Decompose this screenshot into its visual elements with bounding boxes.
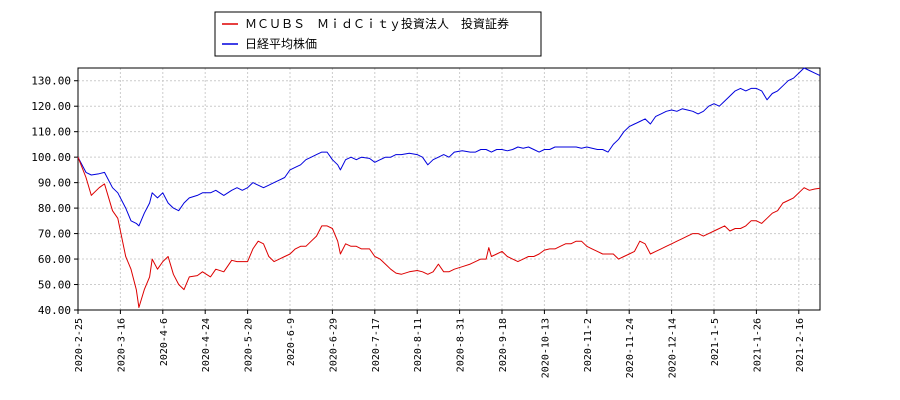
series-line-1 [77,67,821,227]
x-tick-label: 2021-2-16 [795,318,806,372]
x-tick-label: 2021-1-5 [710,318,721,366]
y-tick-label: 120.00 [31,100,71,113]
x-tick-label: 2020-11-24 [625,318,636,378]
y-tick-label: 60.00 [38,253,71,266]
x-tick-label: 2020-8-31 [456,318,467,372]
x-tick-label: 2020-5-20 [244,318,255,372]
x-tick-label: 2020-6-29 [328,318,339,372]
series-line-0 [77,157,821,308]
x-tick-label: 2020-12-14 [668,318,679,378]
x-axis: 2020-2-25 2020-3-16 2020-4-6 2020-4-24 2020-… [74,310,806,378]
x-tick-label: 2020-10-13 [540,318,551,378]
x-tick-label: 2021-1-26 [752,318,763,372]
y-axis: 40.00 50.00 60.00 70.00 80.00 90.00 100.00 110.… [31,75,78,317]
gridlines [77,68,820,311]
x-tick-label: 2020-9-18 [498,318,509,372]
y-tick-label: 50.00 [38,279,71,292]
x-tick-label: 2020-11-2 [583,318,594,372]
legend-label-0: ＭＣＵＢＳ ＭｉｄＣｉｔｙ投資法人 投資証券 [245,16,509,31]
y-tick-label: 110.00 [31,126,71,139]
legend-label-1: 日経平均株価 [245,36,317,51]
legend-box [214,11,542,57]
legend: ＭＣＵＢＳ ＭｉｄＣｉｔｙ投資法人 投資証券 日経平均株価 [214,11,542,57]
plot-area-border [77,67,821,311]
series-lines [77,67,821,308]
y-tick-label: 100.00 [31,151,71,164]
x-tick-label: 2020-2-25 [74,318,85,372]
y-tick-label: 70.00 [38,228,71,241]
x-tick-label: 2020-7-17 [371,318,382,372]
y-tick-label: 130.00 [31,75,71,88]
y-tick-label: 80.00 [38,202,71,215]
x-tick-label: 2020-8-11 [413,318,424,372]
x-tick-label: 2020-3-16 [116,318,127,372]
y-tick-label: 90.00 [38,177,71,190]
y-tick-label: 40.00 [38,304,71,317]
x-tick-label: 2020-4-24 [201,318,212,372]
x-tick-label: 2020-6-9 [286,318,297,366]
x-tick-label: 2020-4-6 [159,318,170,366]
